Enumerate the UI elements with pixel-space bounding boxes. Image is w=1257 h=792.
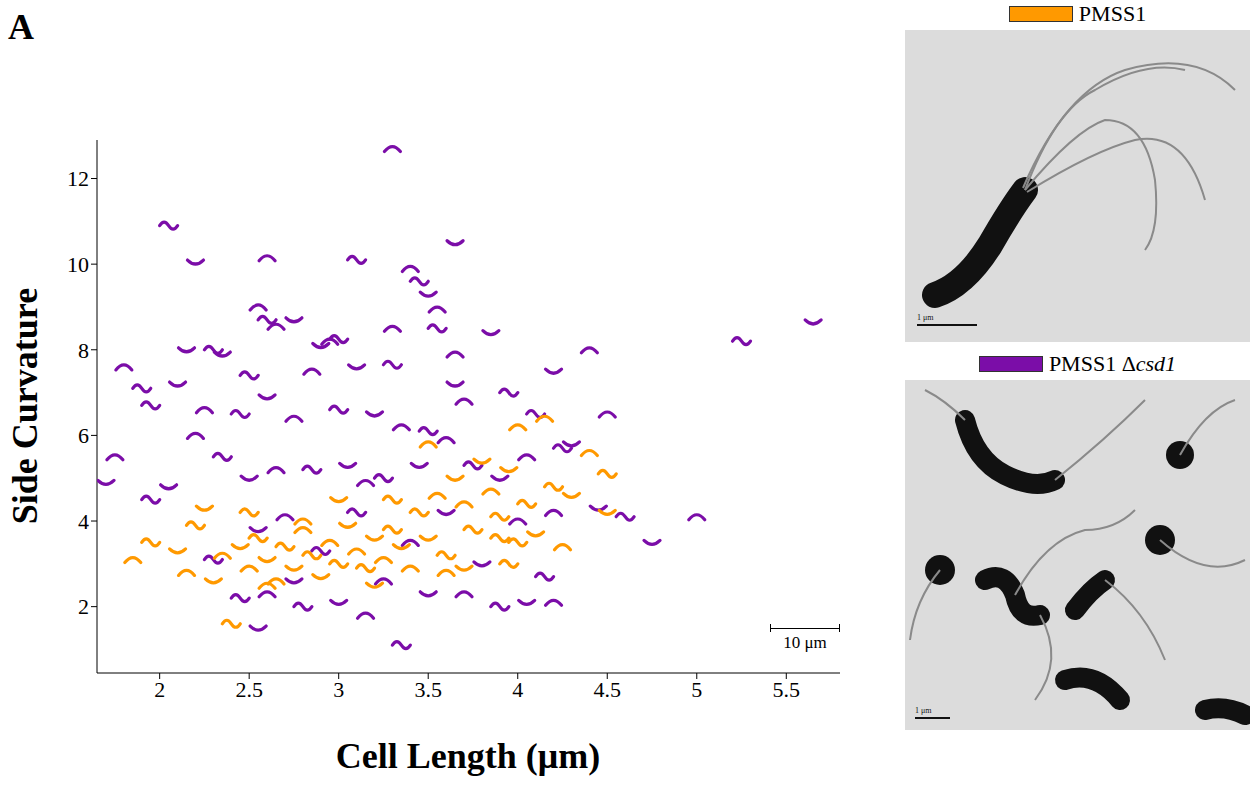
svg-text:5.5: 5.5	[773, 677, 801, 702]
svg-text:3.5: 3.5	[414, 677, 442, 702]
svg-text:1 μm: 1 μm	[917, 313, 934, 322]
svg-text:6: 6	[78, 423, 89, 448]
svg-text:2: 2	[154, 677, 165, 702]
svg-text:4.5: 4.5	[594, 677, 622, 702]
svg-text:4: 4	[512, 677, 523, 702]
html-text:A: A	[8, 7, 34, 47]
html-text:Side Curvature: Side Curvature	[5, 287, 45, 525]
svg-text:4: 4	[78, 509, 89, 534]
html-text:PMSS1 Δ csd1: PMSS1 Δ csd1	[1048, 351, 1177, 376]
svg-text:3: 3	[333, 677, 344, 702]
svg-text:1 μm: 1 μm	[915, 706, 932, 715]
html-text:Cell Length (μm): Cell Length (μm)	[335, 736, 601, 776]
svg-text:2: 2	[78, 594, 89, 619]
html-text:PMSS1: PMSS1	[1078, 1, 1147, 26]
svg-text:2.5: 2.5	[235, 677, 263, 702]
svg-text:10: 10	[67, 252, 89, 277]
html-text:10 μm: 10 μm	[783, 633, 827, 652]
svg-text:12: 12	[67, 166, 89, 191]
svg-text:8: 8	[78, 338, 89, 363]
svg-text:5: 5	[691, 677, 702, 702]
